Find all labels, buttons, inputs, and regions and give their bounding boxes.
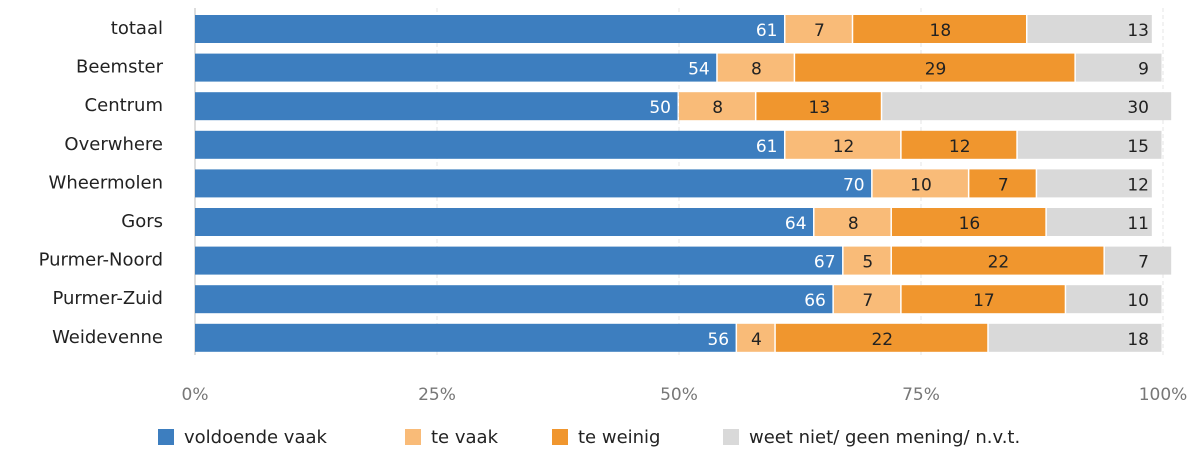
x-tick-label: 75% <box>902 385 940 405</box>
value-label: 56 <box>707 330 729 350</box>
bar-segment <box>1075 53 1162 82</box>
bar-segment <box>717 53 794 82</box>
value-label: 18 <box>930 21 952 41</box>
value-label: 12 <box>1127 175 1149 195</box>
value-label: 22 <box>988 253 1010 273</box>
x-tick-label: 0% <box>182 385 209 405</box>
value-label: 8 <box>712 98 723 118</box>
bar-segment <box>1017 130 1162 159</box>
y-tick-label: Purmer-Zuid <box>52 288 163 309</box>
bar-segment <box>195 208 814 236</box>
legend-label: te weinig <box>578 427 661 448</box>
value-label: 17 <box>973 291 995 311</box>
bar-segment <box>891 208 1046 236</box>
bar-segment <box>195 53 717 82</box>
value-label: 12 <box>833 137 855 157</box>
value-label: 13 <box>1127 21 1149 41</box>
bar-segment <box>1066 285 1162 314</box>
bar-segment <box>195 15 784 43</box>
y-tick-label: Gors <box>121 211 163 232</box>
bar-segment <box>679 92 755 121</box>
bar-segment <box>795 53 1075 82</box>
value-label: 7 <box>998 175 1009 195</box>
value-label: 7 <box>814 21 825 41</box>
bar-segment <box>891 246 1104 275</box>
bar-segment <box>1104 246 1172 275</box>
value-label: 16 <box>959 214 981 234</box>
value-label: 67 <box>814 253 836 273</box>
bar-segment <box>901 130 1017 159</box>
value-label: 4 <box>751 330 762 350</box>
bar-segment <box>814 208 891 236</box>
bar-segment <box>843 246 891 275</box>
bar-segment <box>1037 169 1152 198</box>
legend-swatch <box>405 429 421 445</box>
y-tick-label: Overwhere <box>64 134 163 155</box>
bar-segment <box>195 169 872 198</box>
bar-segment <box>882 92 1172 121</box>
y-tick-label: Centrum <box>85 95 163 116</box>
value-label: 13 <box>809 98 831 118</box>
x-tick-label: 50% <box>660 385 698 405</box>
y-tick-label: totaal <box>111 18 163 39</box>
bar-segment <box>1027 15 1152 43</box>
value-label: 64 <box>785 214 807 234</box>
value-label: 66 <box>804 291 826 311</box>
bar-segment <box>737 323 775 352</box>
legend-label: voldoende vaak <box>184 427 328 448</box>
bar-segment <box>785 15 852 43</box>
value-label: 54 <box>688 60 710 80</box>
bar-segment <box>872 169 968 198</box>
bar-segment <box>195 285 833 314</box>
bar-segment <box>775 323 988 352</box>
y-tick-label: Beemster <box>76 57 164 78</box>
bar-segment <box>756 92 881 121</box>
x-tick-label: 25% <box>418 385 456 405</box>
value-label: 5 <box>862 253 873 273</box>
legend-label: te vaak <box>431 427 499 448</box>
value-label: 8 <box>848 214 859 234</box>
x-tick-label: 100% <box>1139 385 1188 405</box>
value-label: 30 <box>1127 98 1149 118</box>
bar-segment <box>901 285 1065 314</box>
y-tick-label: Purmer-Noord <box>39 250 163 271</box>
legend-label: weet niet/ geen mening/ n.v.t. <box>749 427 1020 448</box>
value-label: 61 <box>756 137 778 157</box>
value-label: 8 <box>751 60 762 80</box>
value-label: 22 <box>871 330 893 350</box>
bar-segment <box>195 92 678 121</box>
value-label: 70 <box>843 175 865 195</box>
legend-swatch <box>158 429 174 445</box>
value-label: 10 <box>1127 291 1149 311</box>
value-label: 61 <box>756 21 778 41</box>
value-label: 12 <box>949 137 971 157</box>
legend-swatch <box>723 429 739 445</box>
value-label: 11 <box>1127 214 1149 234</box>
bar-segment <box>988 323 1162 352</box>
y-tick-label: Weidevenne <box>52 327 163 348</box>
bar-segment <box>785 130 901 159</box>
value-label: 50 <box>649 98 671 118</box>
value-label: 9 <box>1138 60 1149 80</box>
bar-segment <box>195 130 784 159</box>
value-label: 29 <box>925 60 947 80</box>
bar-segment <box>853 15 1026 43</box>
value-label: 10 <box>910 175 932 195</box>
bar-segment <box>969 169 1036 198</box>
bar-segment <box>833 285 901 314</box>
bar-segment <box>1046 208 1152 236</box>
value-label: 7 <box>1138 253 1149 273</box>
value-label: 18 <box>1127 330 1149 350</box>
y-tick-label: Wheermolen <box>49 172 163 193</box>
bar-segment <box>195 246 843 275</box>
bar-segment <box>195 323 736 352</box>
value-label: 15 <box>1127 137 1149 157</box>
legend-swatch <box>552 429 568 445</box>
value-label: 7 <box>862 291 873 311</box>
